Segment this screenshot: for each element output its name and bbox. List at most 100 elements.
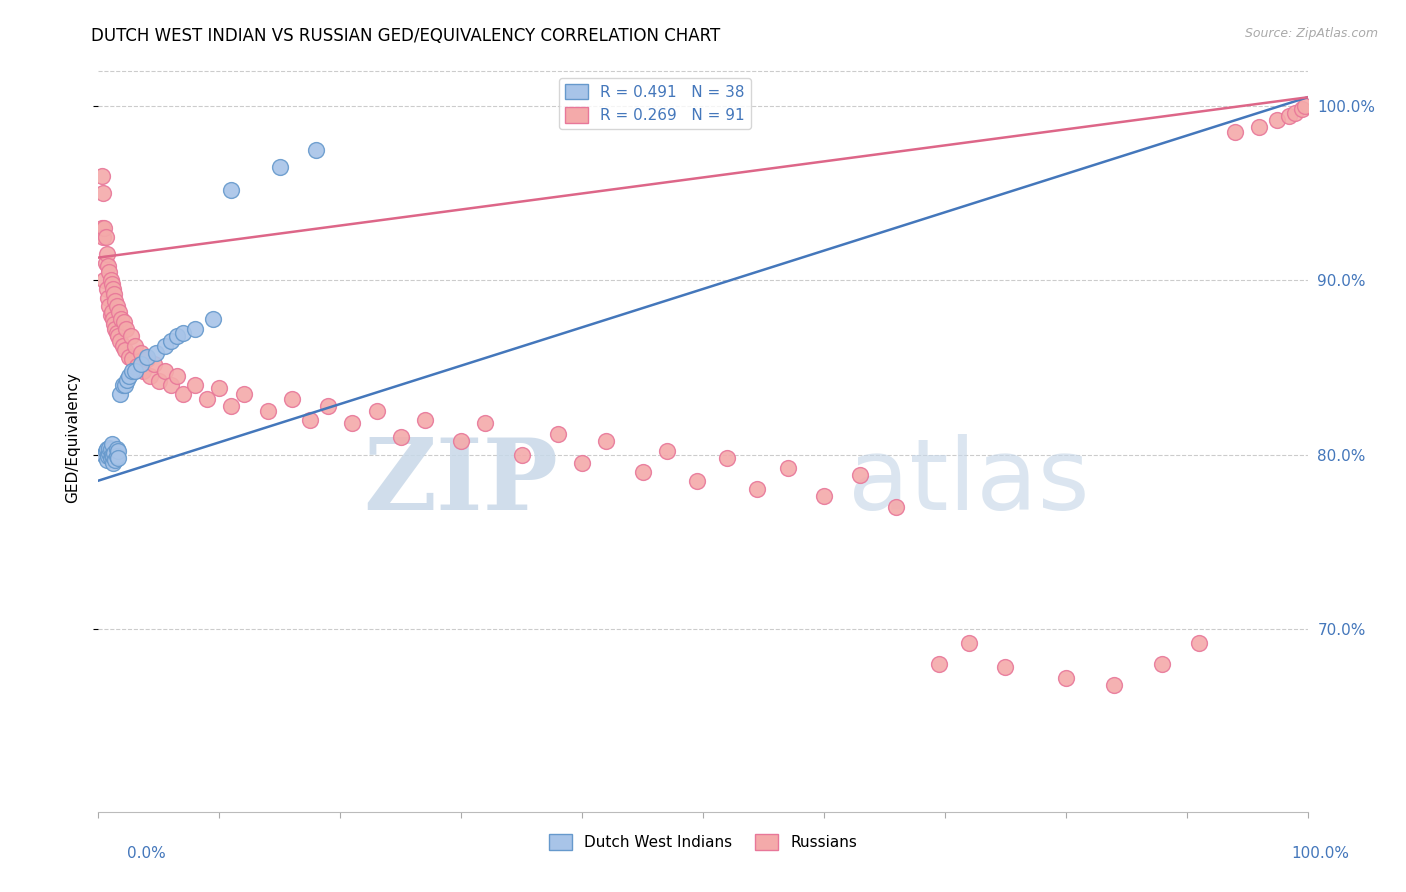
Point: [202, 311, 225, 326]
Point: [97, 449, 120, 463]
Point: [153, 364, 176, 378]
Point: [1267, 112, 1289, 127]
Point: [269, 160, 291, 174]
Point: [1102, 677, 1125, 691]
Point: [124, 364, 146, 378]
Point: [103, 287, 125, 301]
Point: [97, 291, 120, 305]
Text: atlas: atlas: [848, 434, 1090, 531]
Point: [114, 377, 136, 392]
Point: [160, 377, 183, 392]
Point: [107, 450, 129, 465]
Point: [96, 247, 118, 261]
Point: [232, 386, 254, 401]
Point: [450, 434, 472, 448]
Point: [595, 434, 617, 448]
Point: [129, 357, 152, 371]
Point: [107, 329, 129, 343]
Point: [1294, 99, 1316, 113]
Point: [127, 359, 149, 373]
Point: [98, 446, 121, 460]
Point: [928, 657, 950, 671]
Point: [100, 437, 122, 451]
Point: [112, 315, 135, 329]
Point: [571, 456, 593, 470]
Point: [124, 339, 146, 353]
Point: [121, 351, 143, 366]
Point: [101, 449, 124, 463]
Point: [98, 441, 121, 455]
Text: ZIP: ZIP: [363, 434, 558, 531]
Point: [107, 444, 129, 458]
Point: [91, 221, 114, 235]
Point: [184, 377, 207, 392]
Point: [166, 369, 188, 384]
Point: [103, 317, 125, 331]
Point: [100, 273, 122, 287]
Point: [299, 412, 322, 426]
Point: [366, 404, 388, 418]
Point: [97, 260, 120, 274]
Point: [117, 373, 139, 387]
Point: [120, 329, 142, 343]
Point: [994, 660, 1017, 674]
Point: [104, 452, 127, 467]
Point: [281, 392, 304, 406]
Point: [1054, 671, 1077, 685]
Point: [474, 416, 496, 430]
Point: [96, 452, 118, 467]
Point: [342, 416, 364, 430]
Point: [96, 442, 118, 457]
Point: [221, 399, 243, 413]
Point: [100, 308, 122, 322]
Point: [547, 426, 569, 441]
Text: 0.0%: 0.0%: [127, 846, 166, 861]
Point: [716, 450, 738, 465]
Point: [111, 339, 134, 353]
Point: [148, 374, 170, 388]
Point: [100, 277, 122, 291]
Point: [132, 364, 155, 378]
Point: [195, 392, 218, 406]
Point: [1249, 120, 1271, 134]
Point: [100, 442, 122, 457]
Point: [115, 322, 138, 336]
Point: [94, 229, 117, 244]
Point: [135, 350, 157, 364]
Point: [100, 450, 122, 465]
Point: [208, 381, 231, 395]
Point: [93, 221, 115, 235]
Point: [91, 169, 114, 183]
Point: [886, 500, 908, 514]
Text: DUTCH WEST INDIAN VS RUSSIAN GED/EQUIVALENCY CORRELATION CHART: DUTCH WEST INDIAN VS RUSSIAN GED/EQUIVAL…: [91, 27, 721, 45]
Point: [103, 446, 125, 460]
Point: [108, 386, 131, 401]
Point: [160, 334, 183, 349]
Point: [94, 256, 117, 270]
Point: [129, 346, 152, 360]
Point: [101, 282, 124, 296]
Point: [1291, 103, 1313, 117]
Point: [118, 350, 141, 364]
Point: [101, 311, 124, 326]
Point: [96, 282, 118, 296]
Point: [93, 273, 115, 287]
Y-axis label: GED/Equivalency: GED/Equivalency: [65, 372, 80, 502]
Point: [139, 369, 162, 384]
Point: [105, 299, 128, 313]
Point: [108, 304, 131, 318]
Point: [655, 444, 678, 458]
Point: [93, 448, 115, 462]
Point: [184, 322, 207, 336]
Point: [91, 186, 114, 201]
Point: [98, 264, 121, 278]
Point: [145, 346, 167, 360]
Point: [172, 326, 194, 340]
Point: [105, 442, 128, 457]
Point: [100, 448, 122, 462]
Point: [108, 334, 131, 349]
Point: [957, 636, 980, 650]
Point: [172, 386, 194, 401]
Point: [118, 369, 141, 384]
Point: [105, 326, 128, 340]
